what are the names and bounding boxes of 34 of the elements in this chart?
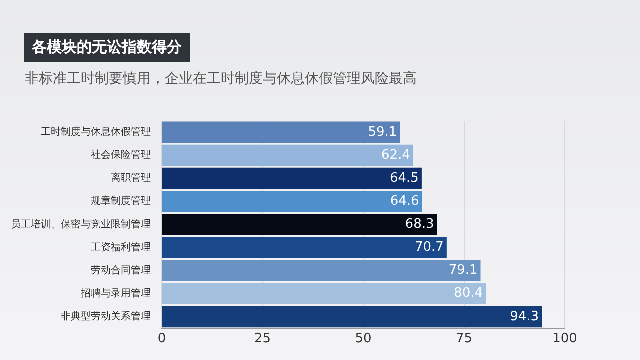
y-tick-label: 招聘与录用管理 — [80, 287, 151, 300]
y-tick-label: 员工培训、保密与竞业限制管理 — [11, 218, 151, 230]
chart-subtitle: 非标准工时制要慎用，企业在工时制度与休息休假管理风险最高 — [25, 70, 417, 88]
chart-title: 各模块的无讼指数得分 — [24, 33, 190, 62]
y-tick-label: 离职管理 — [111, 172, 151, 184]
y-tick-label: 规章制度管理 — [91, 195, 151, 208]
bar — [162, 237, 447, 258]
bar — [162, 306, 542, 328]
bar — [162, 190, 422, 212]
x-tick-label: 75 — [456, 332, 473, 347]
data-label: 64.6 — [390, 194, 420, 210]
bar — [162, 283, 486, 305]
data-label: 79.1 — [448, 263, 478, 278]
y-tick-label: 非典型劳动关系管理 — [61, 310, 151, 322]
data-label: 62.4 — [382, 148, 410, 163]
bar — [162, 122, 400, 144]
data-label: 64.5 — [390, 170, 419, 186]
y-tick-label: 工时制度与休息休假管理 — [41, 126, 151, 138]
x-tick-label: 50 — [355, 332, 372, 347]
bar — [162, 144, 414, 166]
bar — [162, 214, 438, 236]
y-tick-label: 社会保险管理 — [91, 149, 151, 162]
y-tick-label: 劳动合同管理 — [91, 264, 151, 276]
data-label: 70.7 — [414, 240, 444, 256]
bar — [162, 260, 481, 282]
y-tick-label: 工资福利管理 — [91, 241, 151, 254]
x-tick-label: 100 — [552, 332, 578, 347]
data-label: 94.3 — [510, 309, 540, 324]
x-tick-label: 0 — [158, 332, 166, 347]
data-label: 68.3 — [405, 217, 434, 232]
x-tick-label: 25 — [254, 332, 272, 347]
bar — [162, 168, 422, 190]
data-label: 80.4 — [454, 286, 484, 302]
data-label: 59.1 — [368, 124, 398, 140]
